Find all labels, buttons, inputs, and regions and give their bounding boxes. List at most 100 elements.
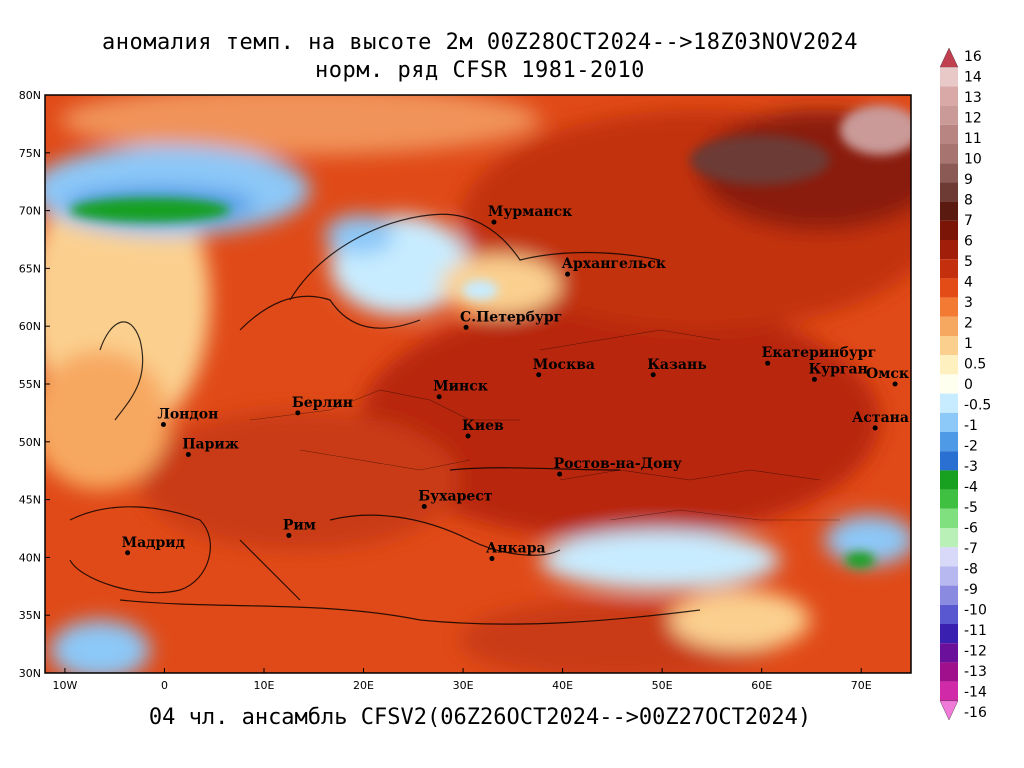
colorbar-swatch (940, 297, 958, 317)
lat-tick-label: 35N (19, 609, 41, 622)
colorbar: 16 14 13 12 11 10 9 8 7 6 5 4 3 2 1 0.5 0 -0.5 -1 -2 -3 -4 -5 -… (939, 47, 991, 721)
colorbar-label: 14 (964, 70, 982, 86)
city-dot (565, 271, 571, 277)
lat-tick-label: 45N (19, 494, 41, 507)
city-label: Минск (433, 379, 488, 395)
colorbar-swatch (940, 220, 958, 240)
colorbar-swatch (940, 508, 958, 528)
city-dot (465, 433, 471, 439)
colorbar-swatch (940, 86, 958, 106)
latitude-ticks: 30N 35N 40N 45N 50N 55N 60N 65N 70N 75N 80N (19, 89, 50, 680)
temperature-anomaly-field (45, 95, 911, 673)
city-label: Берлин (292, 395, 353, 411)
colorbar-label: -10 (964, 603, 987, 619)
city-label: Лондон (157, 406, 218, 422)
city-dot (185, 452, 191, 458)
colorbar-swatch (940, 105, 958, 125)
city-label: Киев (462, 418, 504, 434)
lon-tick-label: 10E (254, 679, 275, 692)
city-label: Ростов-на-Дону (554, 456, 682, 472)
colorbar-swatch (940, 240, 958, 260)
colorbar-swatch (940, 451, 958, 471)
colorbar-label: 7 (964, 213, 973, 229)
lat-tick-label: 75N (19, 147, 41, 160)
colorbar-swatch (940, 489, 958, 509)
city-dot (489, 556, 495, 562)
city-label: Екатеринбург (762, 345, 877, 361)
city-dot (811, 376, 817, 382)
lon-tick-label: 60E (751, 679, 772, 692)
colorbar-label: -1 (964, 418, 978, 434)
colorbar-swatch (940, 67, 958, 87)
colorbar-label: -16 (964, 705, 987, 721)
ensemble-footer: 04 чл. ансамбль CFSV2(06Z26OCT2024-->00Z… (148, 705, 812, 730)
city-label: Мурманск (488, 204, 572, 220)
lat-tick-label: 60N (19, 320, 41, 333)
city-dot (436, 394, 442, 400)
city-dot (286, 532, 292, 538)
lat-tick-label: 55N (19, 378, 41, 391)
colorbar-label: 13 (964, 90, 982, 106)
colorbar-label: -6 (964, 521, 978, 537)
colorbar-swatch (940, 259, 958, 279)
lon-tick-label: 70E (851, 679, 872, 692)
city-dot (491, 219, 497, 225)
city-label: Курган (808, 361, 867, 377)
colorbar-label: -4 (964, 480, 978, 496)
colorbar-label: -5 (964, 500, 978, 516)
colorbar-label: -3 (964, 459, 978, 475)
longitude-ticks: 10W 0 10E 20E 30E 40E 50E 60E 70E (52, 668, 872, 692)
colorbar-label: 2 (964, 316, 973, 332)
colorbar-swatch (940, 374, 958, 394)
colorbar-label: 6 (964, 234, 973, 250)
city-dot (160, 421, 166, 427)
colorbar-label: -13 (964, 664, 987, 680)
colorbar-label: 10 (964, 152, 982, 168)
colorbar-label: 16 (964, 49, 982, 65)
colorbar-swatch (940, 547, 958, 567)
colorbar-top-arrow (939, 47, 959, 68)
colorbar-swatch (940, 336, 958, 356)
colorbar-label: 12 (964, 111, 982, 127)
city-label: Мадрид (122, 535, 185, 551)
colorbar-swatch (940, 566, 958, 586)
city-dot (557, 471, 563, 477)
colorbar-label: 0 (964, 377, 973, 393)
colorbar-label: 4 (964, 275, 973, 291)
colorbar-label: -12 (964, 644, 987, 660)
colorbar-label: 1 (964, 336, 973, 352)
city-label: Архангельск (562, 256, 666, 272)
colorbar-swatch (940, 201, 958, 221)
colorbar-label: 0.5 (964, 357, 986, 373)
colorbar-swatch (940, 604, 958, 624)
colorbar-label: -7 (964, 541, 978, 557)
lon-tick-label: 30E (453, 679, 474, 692)
colorbar-swatch (940, 643, 958, 663)
colorbar-swatch (940, 585, 958, 605)
colorbar-label: -9 (964, 582, 978, 598)
colorbar-label: -2 (964, 439, 978, 455)
lat-tick-label: 70N (19, 205, 41, 218)
colorbar-swatch (940, 432, 958, 452)
colorbar-label: 9 (964, 172, 973, 188)
city-dot (295, 410, 301, 416)
colorbar-label: 3 (964, 295, 973, 311)
city-dot (421, 504, 427, 510)
colorbar-label: -0.5 (964, 398, 991, 414)
colorbar-swatch (940, 355, 958, 375)
colorbar-swatch (940, 624, 958, 644)
colorbar-label: 11 (964, 131, 982, 147)
lon-tick-label: 10W (52, 679, 77, 692)
colorbar-swatch (940, 124, 958, 144)
city-dot (125, 550, 131, 556)
colorbar-swatch (940, 662, 958, 682)
lat-tick-label: 30N (19, 667, 41, 680)
title-line-2: норм. ряд CFSR 1981-2010 (315, 58, 645, 83)
city-label: Бухарест (418, 489, 493, 505)
lon-tick-label: 0 (161, 679, 168, 692)
lon-tick-label: 50E (652, 679, 673, 692)
city-markers: Мурманск Архангельск С.Петербург Москва Каза… (122, 204, 909, 562)
colorbar-swatch (940, 278, 958, 298)
